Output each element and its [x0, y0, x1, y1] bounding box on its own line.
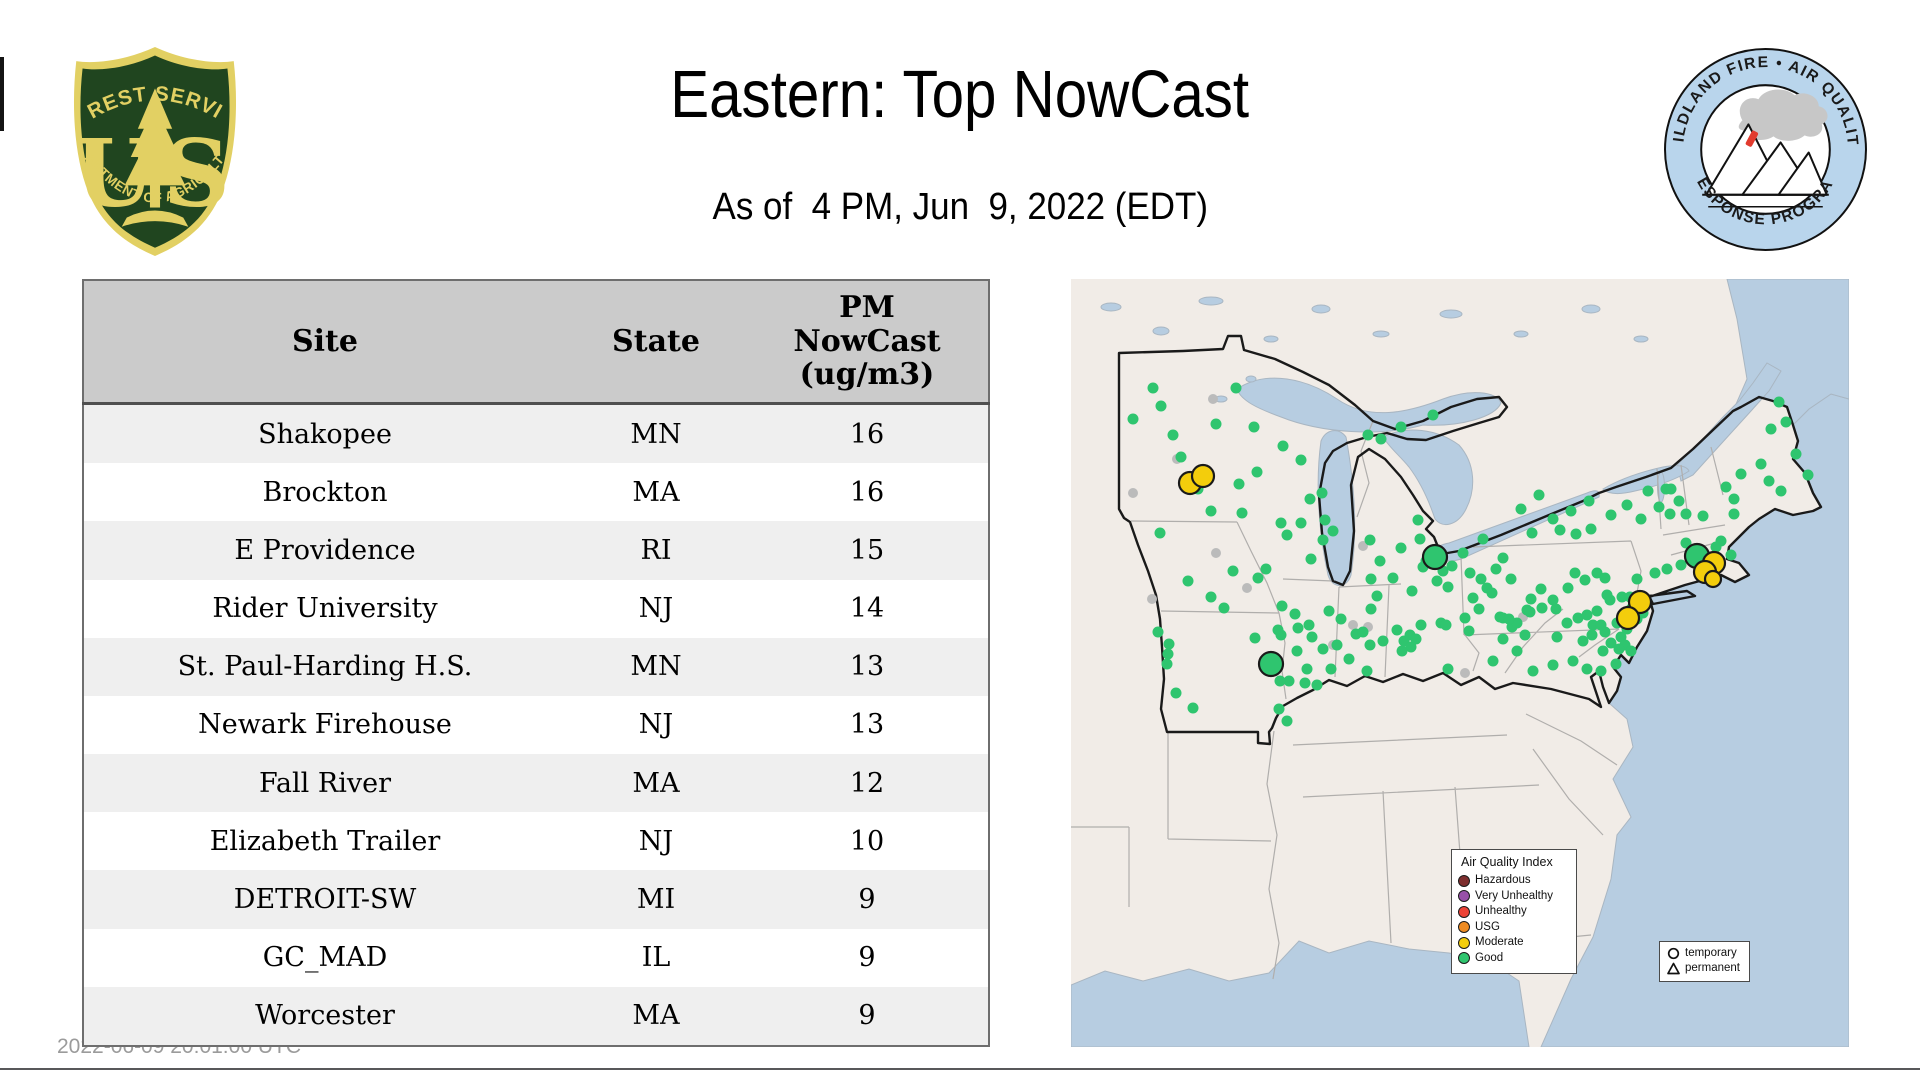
cell-state: NJ — [566, 695, 746, 755]
marker-type-legend: temporary permanent — [1659, 941, 1750, 982]
forest-service-logo: FOREST SERVICE U S DEPARTMENT OF AGRICUL… — [64, 44, 237, 256]
aqi-legend-label: Hazardous — [1475, 874, 1531, 886]
top-site-markers — [1177, 463, 1727, 678]
table-header-row: Site State PM NowCast (ug/m3) — [83, 280, 989, 405]
monitoring-map: Air Quality Index Hazardous Very Unhealth… — [1071, 279, 1849, 1047]
cell-site: Shakopee — [83, 403, 566, 464]
aqi-legend: Air Quality Index Hazardous Very Unhealth… — [1451, 849, 1577, 974]
table-row: GC_MAD IL 9 — [83, 928, 989, 987]
cell-value: 9 — [746, 986, 989, 1046]
temporary-label: temporary — [1685, 947, 1737, 959]
table-row: Fall River MA 12 — [83, 754, 989, 813]
table-row: Shakopee MN 16 — [83, 403, 989, 464]
aqi-color-swatch — [1458, 921, 1470, 934]
aqi-color-swatch — [1458, 936, 1470, 949]
site-marker — [1421, 543, 1449, 571]
aqi-color-swatch — [1458, 905, 1470, 918]
wfaqrp-logo: WILDLAND FIRE • AIR QUALITY RESPONSE PRO… — [1662, 46, 1867, 251]
cell-value: 12 — [746, 754, 989, 813]
table-row: Newark Firehouse NJ 13 — [83, 695, 989, 755]
cell-value: 9 — [746, 928, 989, 987]
cell-site: Fall River — [83, 754, 566, 813]
site-marker — [1257, 650, 1285, 678]
cell-state: MN — [566, 637, 746, 696]
col-header-state: State — [566, 280, 746, 405]
site-marker — [1703, 569, 1723, 589]
cell-site: Elizabeth Trailer — [83, 812, 566, 871]
legend-row-temporary: temporary — [1667, 946, 1740, 961]
aqi-legend-label: Very Unhealthy — [1475, 889, 1553, 902]
permanent-triangle-icon — [1667, 962, 1680, 975]
cell-site: Brockton — [83, 463, 566, 522]
aqi-color-swatch — [1458, 952, 1470, 965]
aqi-legend-item: Good — [1458, 951, 1570, 967]
permanent-label: permanent — [1685, 962, 1740, 974]
aqi-color-swatch — [1458, 874, 1470, 887]
cell-value: 14 — [746, 579, 989, 638]
aqi-legend-item: Moderate — [1458, 935, 1570, 951]
site-marker — [1615, 605, 1641, 631]
cell-site: GC_MAD — [83, 928, 566, 987]
aqi-legend-label: Moderate — [1475, 936, 1524, 948]
aqi-legend-item: USG — [1458, 920, 1570, 936]
cell-site: Newark Firehouse — [83, 695, 566, 755]
good-monitor-dots — [1127, 382, 1814, 727]
cell-state: RI — [566, 521, 746, 580]
flame-mark — [1745, 130, 1759, 147]
aqi-color-swatch — [1458, 890, 1470, 903]
cell-value: 9 — [746, 870, 989, 929]
aqi-legend-label: Unhealthy — [1475, 905, 1527, 917]
aqi-legend-item: Hazardous — [1458, 873, 1570, 889]
cell-site: Worcester — [83, 986, 566, 1046]
table-row: Elizabeth Trailer NJ 10 — [83, 812, 989, 871]
col-header-site: Site — [83, 280, 566, 405]
cell-value: 15 — [746, 521, 989, 580]
top-nowcast-table: Site State PM NowCast (ug/m3) Shakopee MN… — [82, 279, 990, 1047]
legend-row-permanent: permanent — [1667, 961, 1740, 976]
cell-site: St. Paul-Harding H.S. — [83, 637, 566, 696]
cell-state: IL — [566, 928, 746, 987]
table-body: Shakopee MN 16 Brockton MA 16 E Providence RI 15… — [83, 403, 989, 1046]
table-row: St. Paul-Harding H.S. MN 13 — [83, 637, 989, 696]
table-row: Brockton MA 16 — [83, 463, 989, 522]
cell-state: MI — [566, 870, 746, 929]
site-marker — [1190, 463, 1216, 489]
aqi-legend-items: Hazardous Very Unhealthy Unhealthy USG Moder… — [1458, 873, 1570, 966]
table-row: Worcester MA 9 — [83, 986, 989, 1046]
cell-state: NJ — [566, 812, 746, 871]
page-subtitle: As of 4 PM, Jun 9, 2022 (EDT) — [712, 186, 1208, 228]
cell-site: E Providence — [83, 521, 566, 580]
cell-site: Rider University — [83, 579, 566, 638]
cell-state: MA — [566, 754, 746, 813]
aqi-legend-title: Air Quality Index — [1461, 855, 1553, 869]
page-title: Eastern: Top NowCast — [670, 57, 1250, 132]
cell-value: 13 — [746, 695, 989, 755]
cell-value: 13 — [746, 637, 989, 696]
cell-state: MA — [566, 986, 746, 1046]
cell-value: 16 — [746, 463, 989, 522]
cell-value: 16 — [746, 403, 989, 464]
col-header-pm-nowcast: PM NowCast (ug/m3) — [746, 280, 989, 405]
cell-state: NJ — [566, 579, 746, 638]
water — [1071, 279, 1849, 1047]
smoke-plume — [1738, 89, 1828, 141]
aqi-legend-item: Very Unhealthy — [1458, 889, 1570, 905]
aqi-legend-item: Unhealthy — [1458, 904, 1570, 920]
aqi-legend-label: Good — [1475, 951, 1504, 964]
cell-state: MA — [566, 463, 746, 522]
table-row: DETROIT-SW MI 9 — [83, 870, 989, 929]
table-row: E Providence RI 15 — [83, 521, 989, 580]
cell-state: MN — [566, 403, 746, 464]
temporary-circle-icon — [1667, 947, 1680, 960]
bottom-divider — [0, 1068, 1920, 1070]
table-row: Rider University NJ 14 — [83, 579, 989, 638]
cell-value: 10 — [746, 812, 989, 871]
site-marker — [1627, 589, 1653, 615]
cell-site: DETROIT-SW — [83, 870, 566, 929]
pine-tree-icon — [121, 88, 189, 227]
left-edge-tick — [0, 57, 4, 131]
aqi-legend-label: USG — [1475, 920, 1500, 933]
